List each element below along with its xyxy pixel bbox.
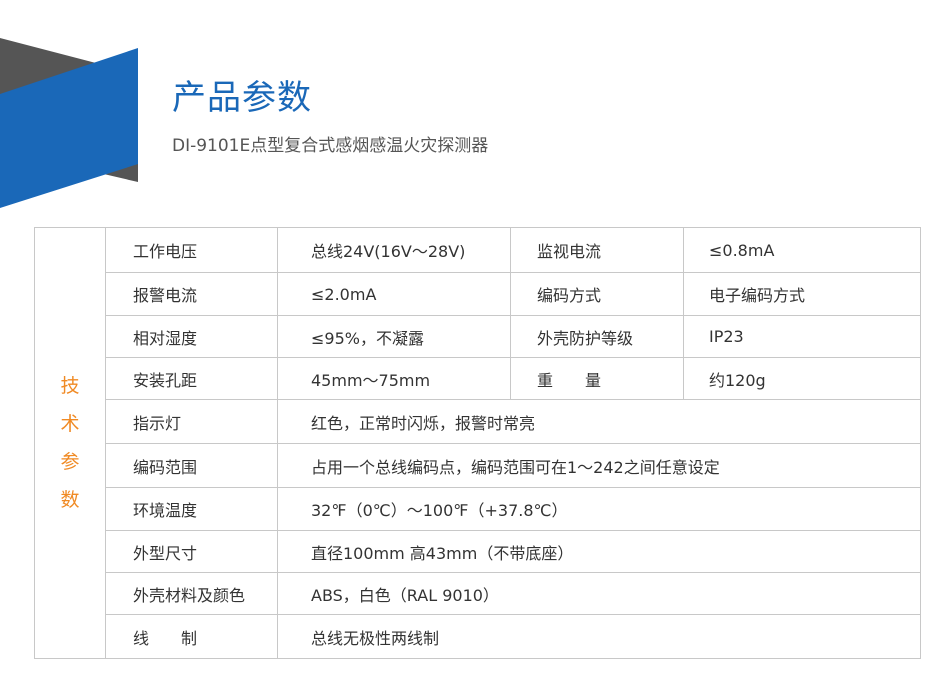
param-label: 重 量 xyxy=(510,357,684,400)
param-label: 环境温度 xyxy=(105,487,278,531)
param-label: 安装孔距 xyxy=(105,357,278,400)
param-label: 报警电流 xyxy=(105,272,278,316)
table-row: 安装孔距 45mm～75mm 重 量约120g xyxy=(35,357,921,400)
side-label-char: 数 xyxy=(60,489,80,511)
spec-table: 技术参数工作电压 总线24V(16V～28V) 监视电流 ≤0.8mA 报警电流 ≤2.0… xyxy=(34,227,921,659)
param-label: 相对湿度 xyxy=(105,315,278,358)
table-row: 编码范围 占用一个总线编码点，编码范围可在1～242之间任意设定 xyxy=(35,443,921,488)
table-row: 外型尺寸 直径100mm 高43mm（不带底座） xyxy=(35,530,921,573)
param-label: 监视电流 xyxy=(510,227,684,273)
page-title: 产品参数 xyxy=(172,78,312,118)
param-value: 约120g xyxy=(683,357,921,400)
param-value: ≤0.8mA xyxy=(683,227,921,273)
param-value: 直径100mm 高43mm（不带底座） xyxy=(277,530,921,573)
param-value: 红色，正常时闪烁，报警时常亮 xyxy=(277,399,921,444)
table-row: 相对湿度 ≤95%，不凝露 外壳防护等级 IP23 xyxy=(35,315,921,358)
param-value: ≤2.0mA xyxy=(277,272,511,316)
param-value: ≤95%，不凝露 xyxy=(277,315,511,358)
param-value: ABS，白色（RAL 9010） xyxy=(277,572,921,615)
side-label-char: 术 xyxy=(60,413,80,435)
param-label: 外壳防护等级 xyxy=(510,315,684,358)
param-label: 线 制 xyxy=(105,614,278,659)
param-value: 45mm～75mm xyxy=(277,357,511,400)
table-row: 指示灯 红色，正常时闪烁，报警时常亮 xyxy=(35,399,921,444)
param-label: 外型尺寸 xyxy=(105,530,278,573)
side-label: 技术参数 xyxy=(34,227,106,659)
param-label: 工作电压 xyxy=(105,227,278,273)
param-label: 指示灯 xyxy=(105,399,278,444)
param-value: 32℉（0℃）～100℉（+37.8℃） xyxy=(277,487,921,531)
banner-decoration xyxy=(0,38,138,208)
table-row: 外壳材料及颜色 ABS，白色（RAL 9010） xyxy=(35,572,921,615)
side-label-char: 技 xyxy=(60,375,80,397)
param-label: 编码方式 xyxy=(510,272,684,316)
param-value: 占用一个总线编码点，编码范围可在1～242之间任意设定 xyxy=(277,443,921,488)
param-value: 总线无极性两线制 xyxy=(277,614,921,659)
param-label: 编码范围 xyxy=(105,443,278,488)
table-row: 线 制总线无极性两线制 xyxy=(35,614,921,659)
param-value: 电子编码方式 xyxy=(683,272,921,316)
param-label: 外壳材料及颜色 xyxy=(105,572,278,615)
table-row: 技术参数工作电压 总线24V(16V～28V) 监视电流 ≤0.8mA xyxy=(34,227,921,659)
param-value: 总线24V(16V～28V) xyxy=(277,227,511,273)
product-subtitle: DI-9101E点型复合式感烟感温火灾探测器 xyxy=(172,136,489,156)
table-row: 报警电流 ≤2.0mA 编码方式 电子编码方式 xyxy=(35,272,921,316)
side-label-char: 参 xyxy=(60,451,80,473)
banner-blue-shape xyxy=(0,48,138,208)
param-value: IP23 xyxy=(683,315,921,358)
table-row: 环境温度 32℉（0℃）～100℉（+37.8℃） xyxy=(35,487,921,531)
